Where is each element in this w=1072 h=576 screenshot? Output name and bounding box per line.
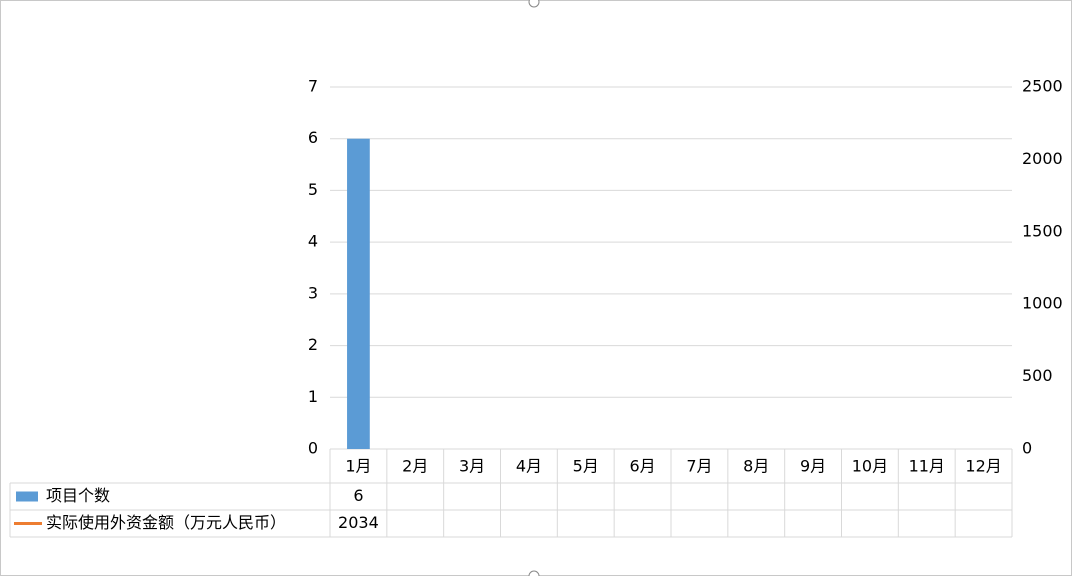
y2-tick-label: 1000 [1022, 294, 1063, 313]
y-tick-label: 2 [308, 335, 318, 354]
legend-label: 项目个数 [46, 486, 110, 505]
y2-tick-label: 0 [1022, 439, 1032, 458]
bar [347, 138, 370, 449]
x-tick-label: 4月 [516, 457, 542, 476]
y2-tick-label: 2500 [1022, 77, 1063, 96]
x-tick-label: 12月 [965, 457, 1001, 476]
legend-key [16, 491, 38, 502]
x-tick-label: 5月 [573, 457, 599, 476]
x-tick-label: 7月 [686, 457, 712, 476]
y-tick-label: 4 [308, 232, 318, 251]
y2-tick-label: 1500 [1022, 221, 1063, 240]
table-value: 6 [353, 486, 363, 505]
y-tick-label: 5 [308, 180, 318, 199]
y-tick-label: 3 [308, 283, 318, 302]
x-tick-label: 8月 [743, 457, 769, 476]
y2-tick-label: 500 [1022, 366, 1053, 385]
legend-label: 实际使用外资金额（万元人民币） [46, 513, 286, 532]
y-tick-label: 6 [308, 128, 318, 147]
resize-handle[interactable] [528, 0, 540, 8]
x-tick-label: 9月 [800, 457, 826, 476]
x-tick-label: 2月 [402, 457, 428, 476]
y-tick-label: 0 [308, 439, 318, 458]
x-tick-label: 11月 [909, 457, 945, 476]
table-value: 2034 [338, 513, 379, 532]
x-tick-label: 3月 [459, 457, 485, 476]
x-tick-label: 6月 [629, 457, 655, 476]
x-tick-label: 10月 [852, 457, 888, 476]
resize-handle[interactable] [528, 570, 540, 576]
x-tick-label: 1月 [345, 457, 371, 476]
y2-tick-label: 2000 [1022, 149, 1063, 168]
y-tick-label: 7 [308, 77, 318, 96]
y-tick-label: 1 [308, 387, 318, 406]
